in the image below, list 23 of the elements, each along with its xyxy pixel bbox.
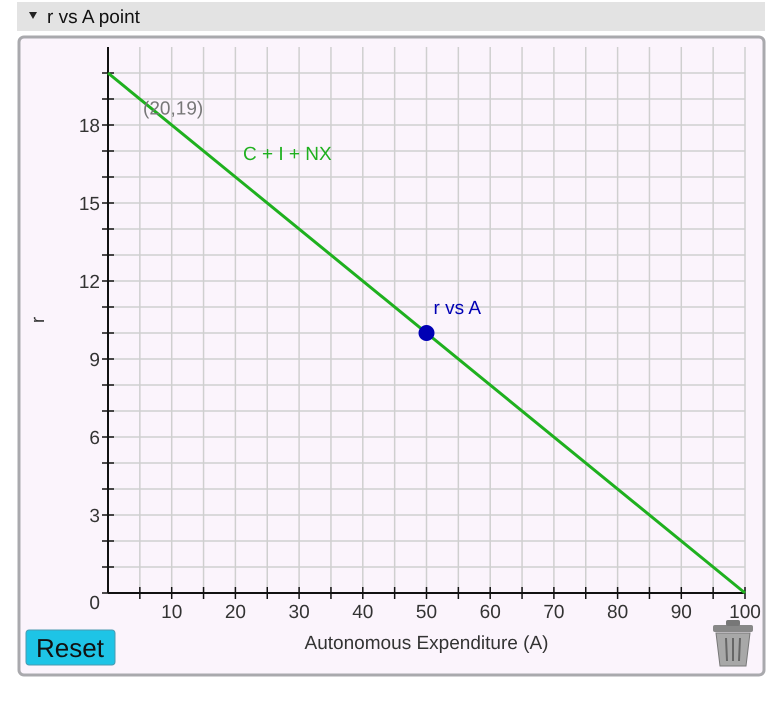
y-tick-label: 3 bbox=[89, 506, 100, 527]
x-tick-label: 90 bbox=[670, 602, 692, 623]
x-tick-label: 100 bbox=[729, 602, 761, 623]
x-tick-label: 80 bbox=[607, 602, 628, 623]
y-axis-title: r bbox=[28, 316, 49, 324]
y-tick-label: 12 bbox=[78, 272, 100, 293]
x-tick-label: 70 bbox=[543, 602, 564, 623]
y-tick-label: 6 bbox=[89, 428, 100, 449]
x-tick-label: 60 bbox=[480, 602, 501, 623]
y-tick-label: 18 bbox=[78, 116, 100, 137]
text: Reset bbox=[36, 633, 105, 663]
x-tick-label: 10 bbox=[161, 602, 182, 623]
series-label: C + I + NX bbox=[243, 144, 332, 165]
x-axis-title: Autonomous Expenditure (A) bbox=[304, 633, 548, 654]
series-label: r vs A bbox=[434, 298, 482, 319]
x-tick-label: 30 bbox=[288, 602, 310, 623]
y-tick-label: 0 bbox=[89, 593, 100, 614]
x-tick-label: 50 bbox=[416, 602, 438, 623]
chart-title: r vs A point bbox=[47, 7, 141, 28]
y-tick-label: 15 bbox=[78, 194, 100, 215]
x-tick-label: 40 bbox=[352, 602, 374, 623]
x-tick-label: 20 bbox=[224, 602, 246, 623]
y-tick-label: 9 bbox=[89, 350, 100, 371]
